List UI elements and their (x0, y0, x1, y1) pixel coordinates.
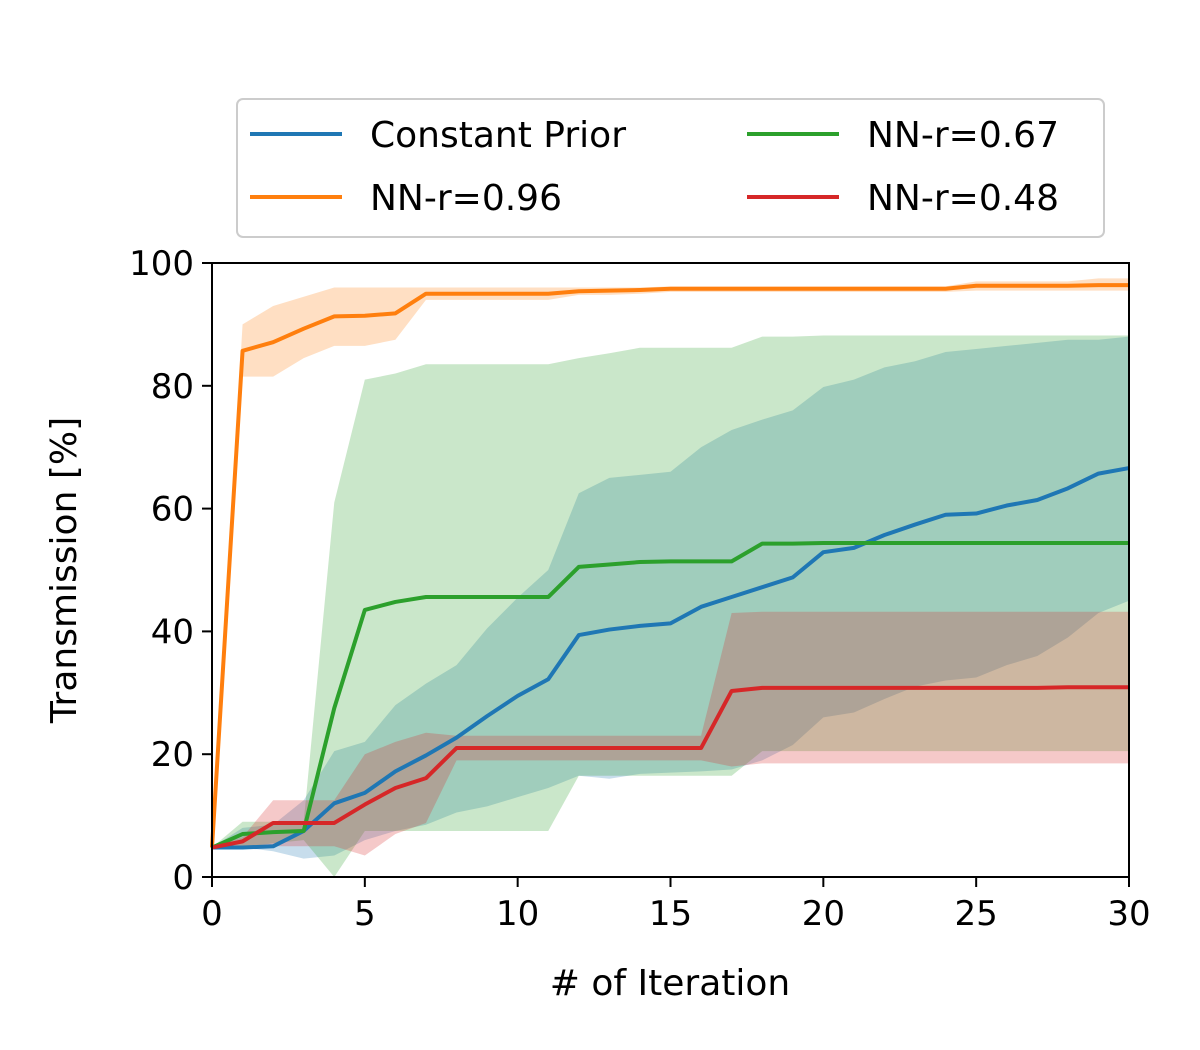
y-axis-ticks: 0 20 40 60 80 100 (129, 244, 212, 898)
y-tick-label: 20 (151, 735, 194, 775)
x-tick-label: 5 (354, 894, 376, 934)
x-tick-label: 25 (955, 894, 998, 934)
band-series-1 (212, 336, 1129, 859)
y-tick-label: 40 (151, 612, 194, 652)
series-lines (210, 283, 1130, 850)
legend-label-series-1: Constant Prior (370, 115, 626, 156)
band-series-2 (212, 278, 1129, 848)
x-tick-label: 0 (201, 894, 223, 934)
confidence-bands (212, 278, 1129, 877)
y-tick-label: 80 (151, 367, 194, 407)
legend: Constant Prior NN-r=0.96 NN-r=0.67 NN-r=0.4… (236, 98, 1105, 238)
x-axis-label: # of Iteration (550, 963, 790, 1004)
y-tick-label: 0 (172, 858, 194, 898)
x-axis-ticks: 0 5 10 15 20 25 30 (201, 877, 1151, 934)
x-tick-label: 30 (1107, 894, 1150, 934)
line-series-1 (212, 466, 1130, 850)
line-series-2 (210, 283, 1129, 848)
legend-label-series-2: NN-r=0.96 (370, 178, 562, 219)
x-tick-label: 20 (802, 894, 845, 934)
legend-label-series-4: NN-r=0.48 (867, 178, 1059, 219)
x-tick-label: 15 (649, 894, 692, 934)
line-series-3 (211, 540, 1129, 850)
band-series-3 (212, 335, 1129, 877)
x-tick-label: 10 (496, 894, 539, 934)
band-series-4 (212, 611, 1129, 856)
y-axis-label: Transmission [%] (44, 417, 85, 724)
legend-label-series-3: NN-r=0.67 (867, 115, 1059, 156)
line-series-4 (211, 685, 1129, 850)
y-tick-label: 60 (151, 490, 194, 530)
y-tick-label: 100 (129, 244, 194, 284)
legend-box (236, 98, 1105, 238)
